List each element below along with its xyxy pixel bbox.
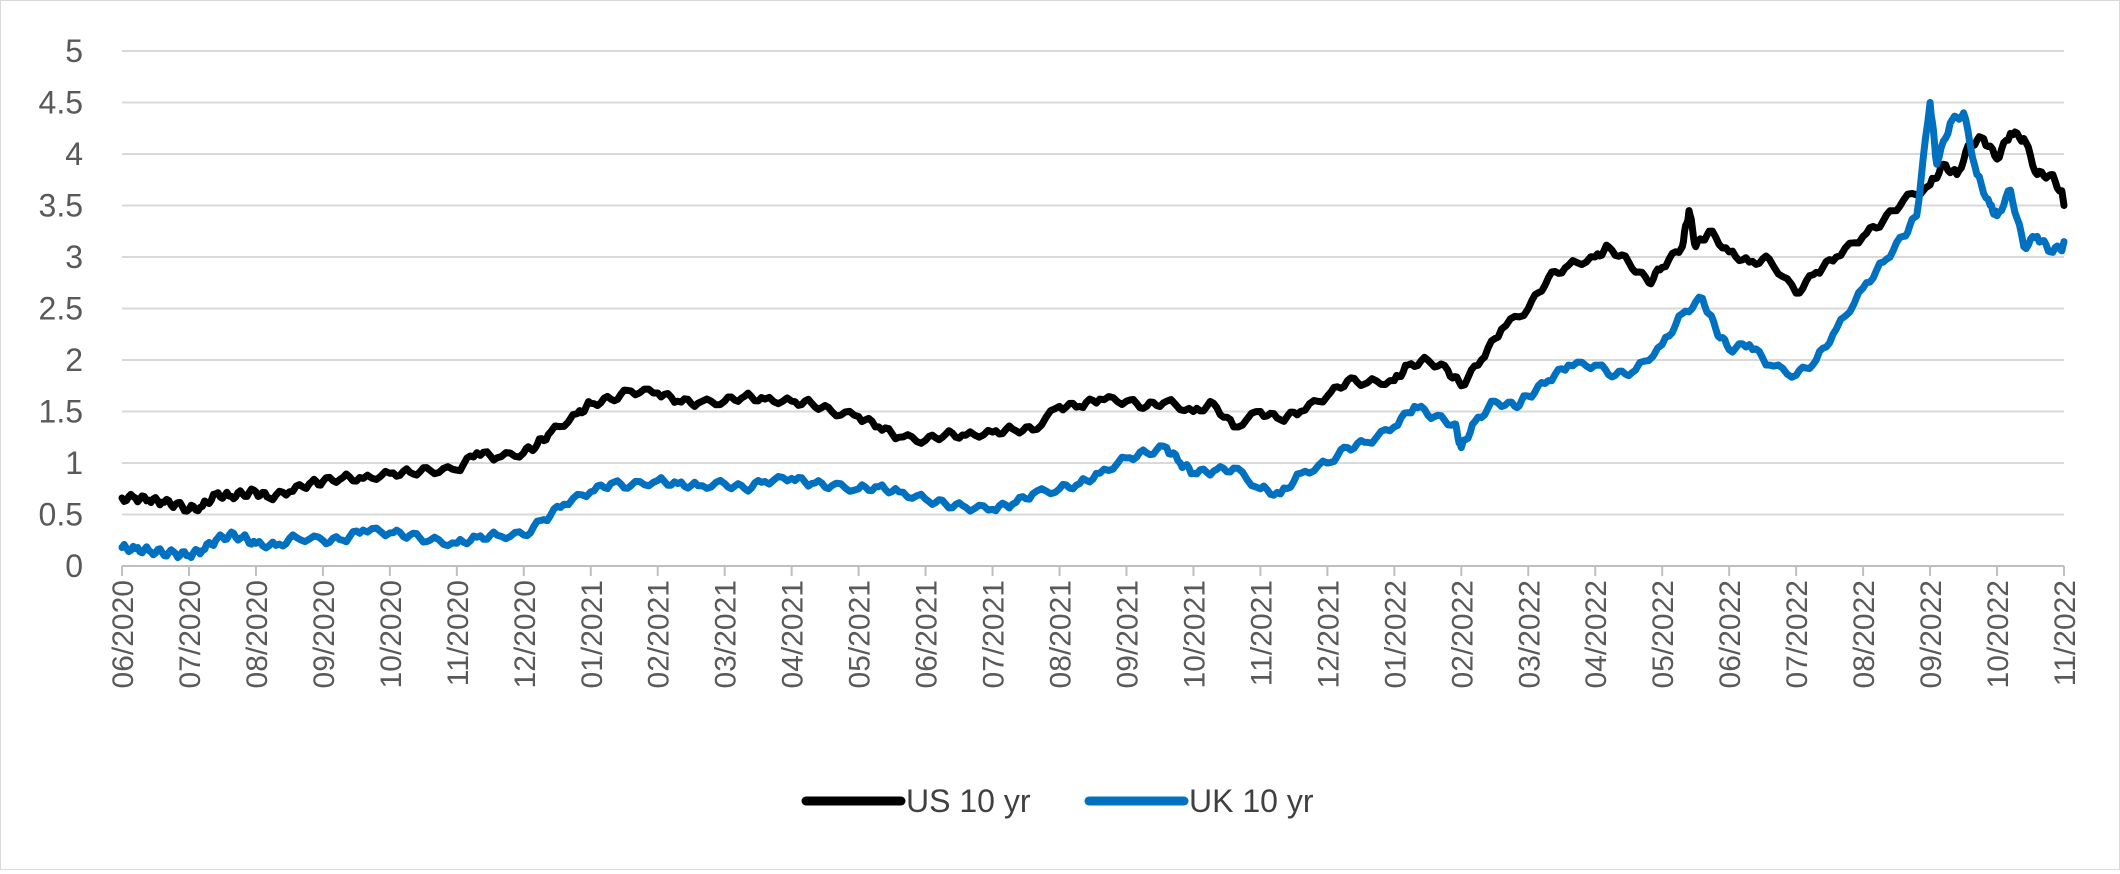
y-axis-ticks: 0 0.5 1 1.5 2 2.5 3 3.5 4 4.5 5 — [39, 33, 83, 584]
x-tick-label: 11/2022 — [2049, 580, 2082, 686]
x-tick-label: 01/2021 — [576, 580, 609, 688]
y-tick-label: 2.5 — [39, 291, 83, 327]
x-tick-label: 10/2022 — [1982, 580, 2015, 688]
x-tick-label: 03/2022 — [1513, 580, 1546, 688]
x-tick-label: 05/2021 — [844, 580, 877, 688]
x-tick-label: 09/2022 — [1915, 580, 1948, 688]
x-tick-label: 08/2022 — [1848, 580, 1881, 688]
x-tick-label: 11/2020 — [442, 580, 475, 686]
x-tick-label: 06/2021 — [911, 580, 944, 688]
x-tick-label: 08/2020 — [241, 580, 274, 688]
y-tick-label: 1.5 — [39, 394, 83, 430]
x-tick-label: 02/2022 — [1446, 580, 1479, 688]
x-tick-label: 01/2022 — [1379, 580, 1412, 688]
y-tick-label: 4.5 — [39, 85, 83, 121]
legend-label: US 10 yr — [906, 783, 1031, 819]
legend: US 10 yr UK 10 yr — [801, 783, 1314, 819]
x-tick-label: 07/2022 — [1781, 580, 1814, 688]
legend-label: UK 10 yr — [1189, 783, 1314, 819]
x-axis: 06/2020 07/2020 08/2020 09/2020 10/2020 11/20… — [107, 565, 2082, 688]
x-tick-label: 10/2021 — [1178, 580, 1211, 688]
x-tick-label: 04/2022 — [1580, 580, 1613, 688]
series-line-uk-10yr — [118, 99, 2068, 562]
x-tick-label: 03/2021 — [710, 580, 743, 688]
x-tick-label: 09/2020 — [308, 580, 341, 688]
y-tick-label: 3.5 — [39, 188, 83, 224]
y-tick-label: 0.5 — [39, 497, 83, 533]
y-tick-label: 1 — [65, 445, 83, 481]
x-tick-label: 10/2020 — [375, 580, 408, 688]
y-tick-label: 0 — [65, 548, 83, 584]
x-tick-label: 08/2021 — [1045, 580, 1078, 688]
x-tick-label: 12/2021 — [1312, 580, 1345, 688]
series-lines — [118, 99, 2068, 562]
y-tick-label: 2 — [65, 342, 83, 378]
y-tick-label: 3 — [65, 239, 83, 275]
x-tick-label: 07/2021 — [978, 580, 1011, 688]
y-tick-label: 4 — [65, 136, 83, 172]
x-tick-label: 07/2020 — [174, 580, 207, 688]
x-tick-label: 06/2020 — [107, 580, 140, 688]
x-tick-label: 04/2021 — [777, 580, 810, 688]
x-tick-label: 06/2022 — [1714, 580, 1747, 688]
gridlines — [122, 50, 2064, 516]
x-tick-label: 11/2021 — [1245, 580, 1278, 686]
series-line-us-10yr — [118, 128, 2068, 515]
x-tick-label: 02/2021 — [643, 580, 676, 688]
x-tick-label: 09/2021 — [1111, 580, 1144, 688]
y-tick-label: 5 — [65, 33, 83, 69]
x-tick-label: 12/2020 — [509, 580, 542, 688]
x-tick-label: 05/2022 — [1647, 580, 1680, 688]
